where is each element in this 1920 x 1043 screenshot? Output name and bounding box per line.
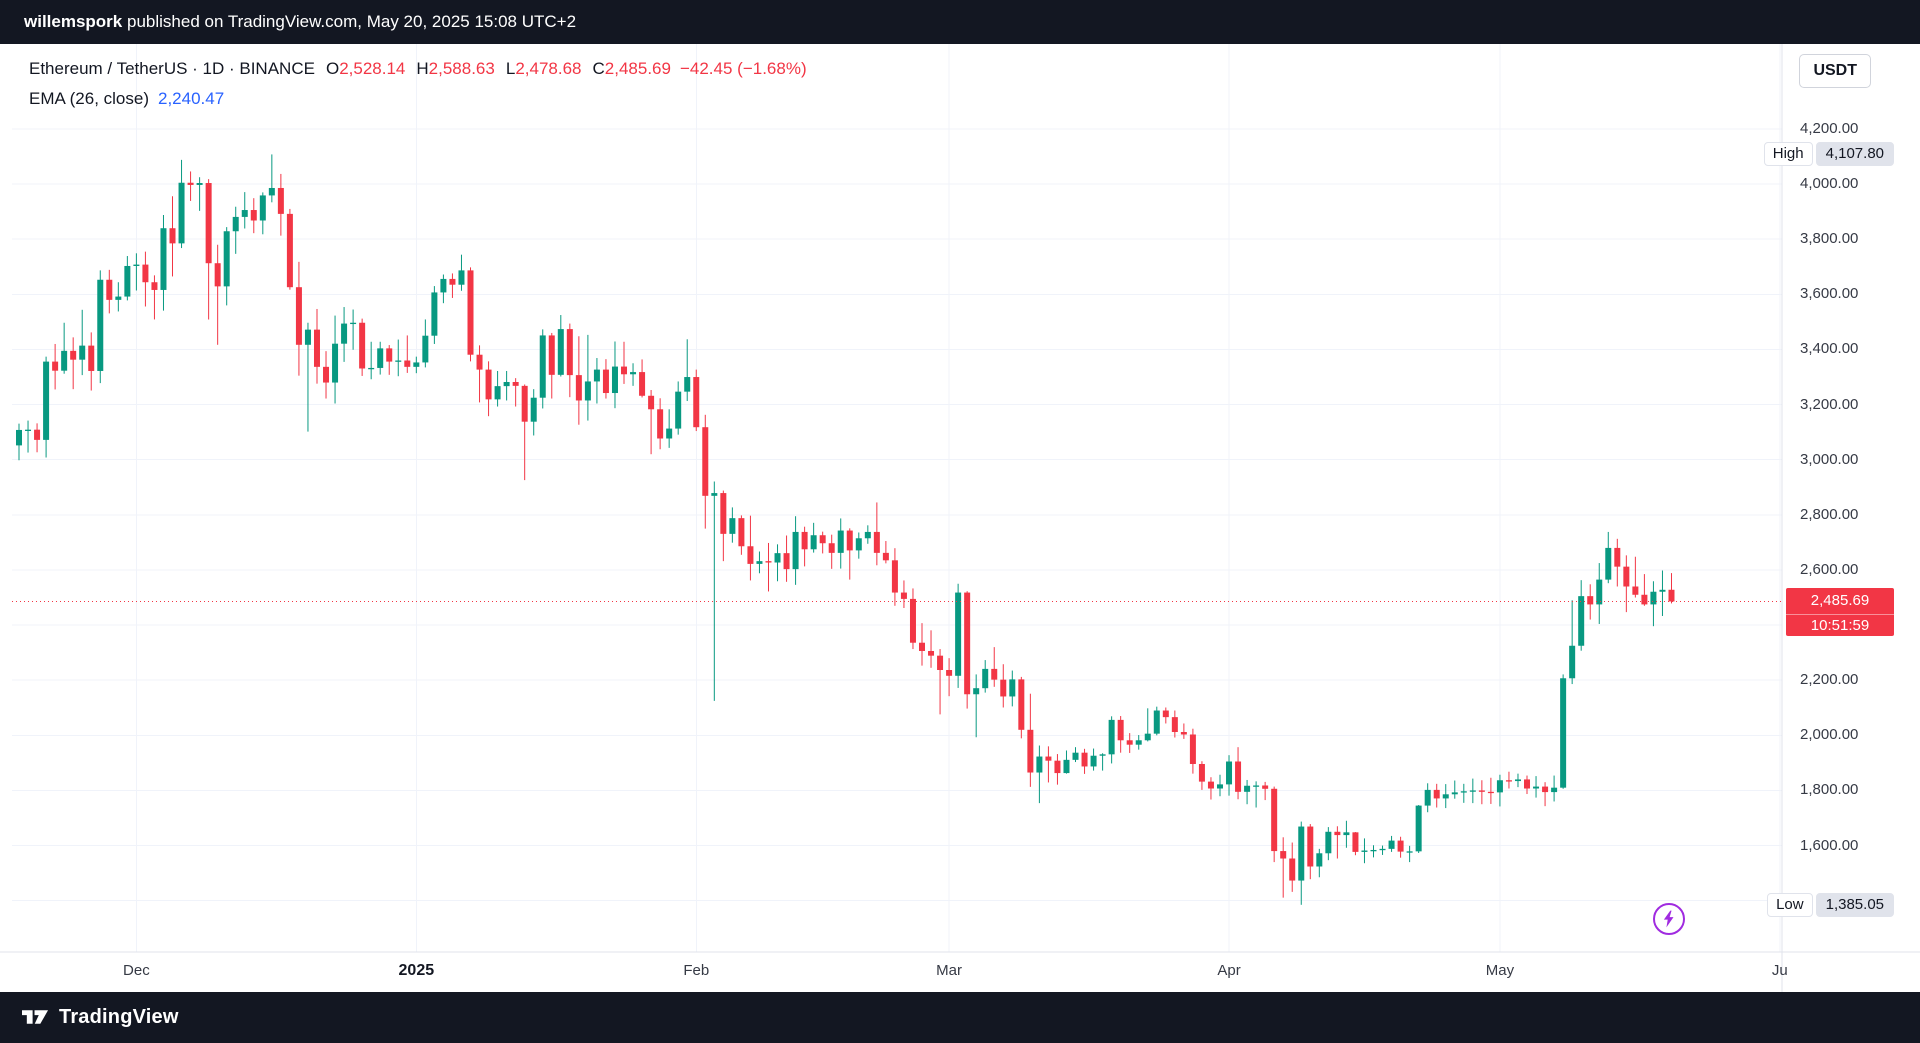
- high-value: 2,588.63: [428, 59, 495, 78]
- time-tick-label: May: [1485, 962, 1515, 979]
- tradingview-brand[interactable]: TradingView: [59, 1006, 179, 1028]
- lightning-icon: [1663, 910, 1674, 928]
- price-tick-label: 4,000.00: [1800, 175, 1859, 193]
- high-group: H2,588.63: [416, 58, 494, 79]
- chart-panel: [0, 44, 1920, 992]
- time-tick-label: Dec: [123, 962, 150, 979]
- indicator-row: EMA (26, close) 2,240.47: [29, 88, 807, 109]
- price-tick-label: 2,800.00: [1800, 505, 1859, 523]
- price-tick-label: 1,800.00: [1800, 781, 1859, 799]
- currency-toggle-button[interactable]: USDT: [1799, 54, 1871, 88]
- close-group: C2,485.69: [593, 58, 671, 79]
- last-price-value: 2,485.69: [1810, 592, 1870, 610]
- price-tick-label: 3,000.00: [1800, 450, 1859, 468]
- boost-button[interactable]: [1653, 903, 1685, 935]
- open-group: O2,528.14: [326, 58, 405, 79]
- price-tick-label: 1,600.00: [1800, 836, 1859, 854]
- price-tick-label: 2,000.00: [1800, 726, 1859, 744]
- price-tick-label: 3,200.00: [1800, 395, 1859, 413]
- high-price-badge-value: 4,107.80: [1815, 142, 1894, 167]
- low-price-badge-label: Low: [1767, 892, 1813, 917]
- open-value: 2,528.14: [339, 59, 406, 78]
- symbol-row: Ethereum / TetherUS · 1D · BINANCE O2,528…: [29, 58, 807, 79]
- price-tick-label: 3,400.00: [1800, 340, 1859, 358]
- low-price-badge: Low 1,385.05: [1767, 892, 1894, 917]
- low-letter: L: [505, 59, 516, 78]
- price-tick-label: 2,600.00: [1800, 560, 1859, 578]
- low-group: L2,478.68: [506, 58, 582, 79]
- publish-info: published on TradingView.com, May 20, 20…: [122, 12, 577, 31]
- high-price-badge-label: High: [1763, 142, 1813, 167]
- time-tick-label: Ju: [1771, 962, 1788, 979]
- last-price-label: 2,485.69 10:51:59: [1786, 588, 1894, 637]
- price-tick-label: 3,800.00: [1800, 230, 1859, 248]
- change-value: −42.45 (−1.68%): [679, 59, 807, 78]
- bar-countdown: 10:51:59: [1786, 614, 1894, 636]
- time-tick-label: Feb: [683, 962, 710, 979]
- author-link[interactable]: willemspork: [24, 12, 123, 31]
- time-tick-label: 2025: [398, 962, 435, 979]
- open-letter: O: [325, 59, 340, 78]
- publish-bar: willemspork published on TradingView.com…: [0, 0, 1920, 44]
- high-letter: H: [416, 59, 429, 78]
- indicator-name[interactable]: EMA (26, close): [29, 89, 149, 108]
- price-tick-label: 2,200.00: [1800, 671, 1859, 689]
- high-price-badge: High 4,107.80: [1763, 142, 1894, 167]
- price-tick-label: 4,200.00: [1800, 120, 1859, 137]
- low-value: 2,478.68: [515, 59, 582, 78]
- close-letter: C: [592, 59, 605, 78]
- time-tick-label: Mar: [936, 962, 962, 979]
- symbol-title[interactable]: Ethereum / TetherUS · 1D · BINANCE: [29, 59, 315, 78]
- price-tick-label: 3,600.00: [1800, 285, 1859, 303]
- tradingview-logo-icon[interactable]: [22, 1009, 49, 1026]
- close-value: 2,485.69: [604, 59, 671, 78]
- footer-bar: TradingView: [0, 992, 1920, 1043]
- symbol-legend: Ethereum / TetherUS · 1D · BINANCE O2,528…: [29, 58, 807, 109]
- time-axis[interactable]: [0, 952, 1782, 992]
- time-tick-label: Apr: [1217, 962, 1241, 979]
- low-price-badge-value: 1,385.05: [1815, 892, 1894, 917]
- indicator-value: 2,240.47: [158, 89, 225, 108]
